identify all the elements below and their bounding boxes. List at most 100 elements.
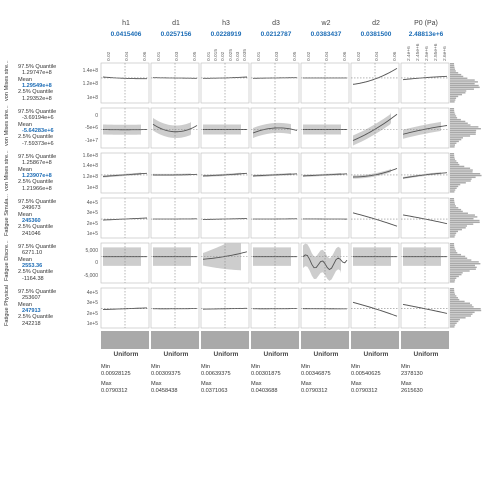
profile-cell[interactable] <box>400 62 450 104</box>
profile-cell[interactable] <box>400 152 450 194</box>
profile-cell[interactable] <box>150 107 200 149</box>
profile-cell[interactable] <box>400 107 450 149</box>
profile-cell[interactable] <box>350 62 400 104</box>
distribution-bar[interactable] <box>251 331 299 349</box>
profile-cell[interactable] <box>300 197 350 239</box>
distribution-bar[interactable] <box>351 331 399 349</box>
factor-current-value[interactable]: 0.0257156 <box>160 31 192 38</box>
y-tick-label: 1e+8 <box>86 94 98 101</box>
profile-cell[interactable] <box>250 197 300 239</box>
distribution-bar[interactable] <box>301 331 349 349</box>
y-tick-label: 0 <box>95 112 98 119</box>
profile-cell[interactable] <box>350 152 400 194</box>
profile-cell[interactable] <box>100 62 150 104</box>
max-label: Max <box>301 381 312 387</box>
x-tick-label: 2.5e+6 <box>425 46 430 61</box>
min-label: Min <box>101 364 111 370</box>
profile-cell[interactable] <box>350 197 400 239</box>
response-histogram <box>450 63 480 103</box>
histogram-bar <box>450 183 461 186</box>
min-label: Min <box>151 364 161 370</box>
factor-name: d2 <box>372 20 380 27</box>
distribution-bar[interactable] <box>401 331 449 349</box>
y-tick-label: 2e+5 <box>86 310 98 317</box>
factor-current-value[interactable]: 2.48813e+6 <box>408 31 444 38</box>
histogram-bar <box>450 223 474 225</box>
histogram-bar <box>450 210 463 213</box>
profile-cell[interactable] <box>200 287 250 329</box>
profile-cell[interactable] <box>250 62 300 104</box>
x-tick-label: 0.03 <box>275 51 280 61</box>
profile-cell[interactable] <box>400 197 450 239</box>
histogram-bar <box>450 244 455 247</box>
profile-cell[interactable] <box>200 152 250 194</box>
profile-cell[interactable] <box>100 287 150 329</box>
profile-cell[interactable] <box>300 107 350 149</box>
profile-cell[interactable] <box>200 242 250 284</box>
factor-current-value[interactable]: 0.0381500 <box>360 31 392 38</box>
response-label: Mean <box>18 76 32 83</box>
profile-cell[interactable] <box>200 197 250 239</box>
profile-cell[interactable] <box>100 242 150 284</box>
profile-cell[interactable] <box>200 107 250 149</box>
y-tick-label: 1.4e+8 <box>82 68 98 74</box>
factor-current-value[interactable]: 0.0383437 <box>310 31 342 38</box>
x-tick-label: 2.4e+6 <box>407 46 412 61</box>
profile-cell[interactable] <box>250 287 300 329</box>
profile-cell[interactable] <box>400 287 450 329</box>
factor-current-value[interactable]: 0.0228919 <box>210 31 242 38</box>
profile-cell[interactable] <box>250 107 300 149</box>
profile-cell[interactable] <box>350 242 400 284</box>
response-value: -5.64283e+6 <box>22 127 54 134</box>
histogram-bar <box>450 252 458 254</box>
profile-cell[interactable] <box>300 242 350 284</box>
histogram-bar <box>450 214 475 216</box>
factor-current-value[interactable]: 0.0415406 <box>110 31 142 38</box>
profile-cell[interactable] <box>250 242 300 284</box>
profile-cell[interactable] <box>300 287 350 329</box>
histogram-bar <box>450 232 457 234</box>
histogram-bar <box>450 216 478 218</box>
distribution-bar[interactable] <box>201 331 249 349</box>
min-value: 0.00301875 <box>251 371 281 377</box>
profile-cell[interactable] <box>200 62 250 104</box>
histogram-bar <box>450 306 474 308</box>
distribution-bar[interactable] <box>101 331 149 349</box>
response-title: von Mises stre... <box>4 60 10 101</box>
distribution-label: Uniform <box>313 351 339 358</box>
histogram-bar <box>450 277 457 279</box>
response-label: 2.5% Quantile <box>18 89 54 96</box>
profile-cell[interactable] <box>350 287 400 329</box>
histogram-bar <box>450 207 459 209</box>
max-label: Max <box>401 381 412 387</box>
response-histogram <box>450 198 480 238</box>
response-histogram <box>450 153 482 193</box>
histogram-bar <box>450 326 455 328</box>
profile-cell[interactable] <box>150 62 200 104</box>
x-tick-label: 0.06 <box>143 51 148 61</box>
profile-cell[interactable] <box>100 197 150 239</box>
histogram-bar <box>450 171 473 173</box>
max-value: 0.0790312 <box>301 388 328 394</box>
histogram-bar <box>450 236 455 238</box>
y-tick-label: 0 <box>95 260 98 266</box>
profile-cell[interactable] <box>150 197 200 239</box>
profile-cell[interactable] <box>300 62 350 104</box>
profile-cell[interactable] <box>150 152 200 194</box>
profile-cell[interactable] <box>150 242 200 284</box>
histogram-bar <box>450 182 466 184</box>
min-value: 0.00540625 <box>351 371 381 377</box>
profile-cell[interactable] <box>350 107 400 149</box>
profile-cell[interactable] <box>100 152 150 194</box>
profile-cell[interactable] <box>250 152 300 194</box>
profile-cell[interactable] <box>150 287 200 329</box>
distribution-bar[interactable] <box>151 331 199 349</box>
factor-name: h3 <box>222 20 230 27</box>
min-label: Min <box>301 364 311 370</box>
factor-current-value[interactable]: 0.0212787 <box>260 31 292 38</box>
profile-cell[interactable] <box>400 242 450 284</box>
profile-cell[interactable] <box>300 152 350 194</box>
min-label: Min <box>201 364 211 370</box>
profile-cell[interactable] <box>100 107 150 149</box>
histogram-bar <box>450 63 455 65</box>
